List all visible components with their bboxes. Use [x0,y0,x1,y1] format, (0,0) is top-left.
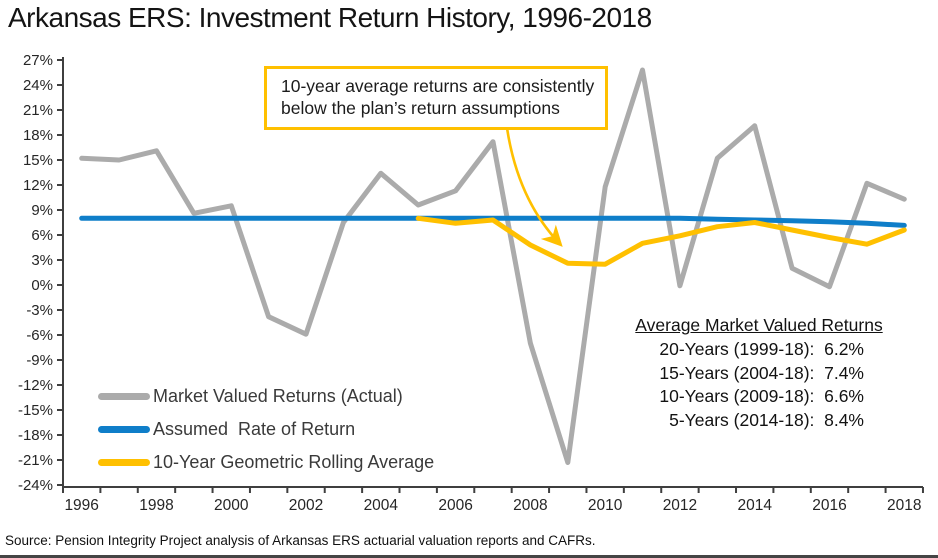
y-tick-label: 18% [23,127,53,144]
stat-10-years: 10-Years (2009-18): 6.6% [659,386,864,407]
annotation-arrow [505,127,563,247]
x-tick-label: 2012 [663,497,697,514]
y-tick-label: 3% [31,252,53,269]
y-tick-label: -18% [18,427,53,444]
series-line-10yr-rolling-average [415,215,907,267]
stat-20-years: 20-Years (1999-18): 6.2% [659,338,864,359]
legend-item-actual: Market Valued Returns (Actual) [98,380,434,413]
series-line-market-valued-returns [79,67,907,465]
x-tick-label: 2006 [438,497,472,514]
x-tick-label: 2014 [737,497,772,514]
y-tick-label: -15% [18,402,53,419]
bottom-border-rule [0,555,938,558]
legend-item-assumed: Assumed Rate of Return [98,413,434,446]
x-tick-label: 1996 [64,497,98,514]
y-tick-label: -9% [26,352,53,369]
x-tick-label: 1998 [139,497,173,514]
stat-5-years: 5-Years (2014-18): 8.4% [669,410,864,431]
y-tick-label: -12% [18,377,53,394]
y-tick-label: 21% [23,102,53,119]
x-tick-label: 2016 [812,497,846,514]
annotation-line2: below the plan’s return assumptions [281,98,560,119]
x-tick-label: 2008 [513,497,547,514]
y-tick-label: -24% [18,477,53,494]
average-returns-box: Average Market Valued Returns 20-Years (… [608,314,910,433]
x-tick-label: 2010 [588,497,623,514]
y-tick-label: 27% [23,52,53,69]
y-tick-label: -3% [26,302,53,319]
stat-15-years: 15-Years (2004-18): 7.4% [659,362,864,383]
y-tick-label: 24% [23,77,53,94]
x-tick-label: 2004 [364,497,399,514]
legend-swatch-blue [98,426,150,433]
legend-label-assumed: Assumed Rate of Return [153,419,356,439]
y-tick-label: 15% [23,152,53,169]
legend-label-actual: Market Valued Returns (Actual) [153,386,403,406]
average-returns-title: Average Market Valued Returns [635,315,883,335]
x-tick-label: 2000 [214,497,249,514]
annotation-callout: 10-year average returns are consistently… [264,66,608,130]
y-tick-label: 12% [23,177,53,194]
source-note: Source: Pension Integrity Project analys… [5,533,596,548]
x-tick-label: 2002 [289,497,323,514]
legend-label-rolling: 10-Year Geometric Rolling Average [153,452,435,472]
y-tick-label: -21% [18,452,53,469]
chart-title: Arkansas ERS: Investment Return History,… [8,2,652,33]
y-tick-label: 6% [31,227,53,244]
legend-swatch-gray [98,393,150,400]
y-tick-label: 9% [31,202,53,219]
y-tick-label: -6% [26,327,53,344]
legend-item-rolling: 10-Year Geometric Rolling Average [98,446,434,479]
y-tick-label: 0% [31,277,53,294]
legend-swatch-yellow [98,459,150,466]
annotation-line1: 10-year average returns are consistently [281,76,595,96]
x-tick-label: 2018 [887,497,921,514]
chart-legend: Market Valued Returns (Actual) Assumed R… [98,380,434,479]
